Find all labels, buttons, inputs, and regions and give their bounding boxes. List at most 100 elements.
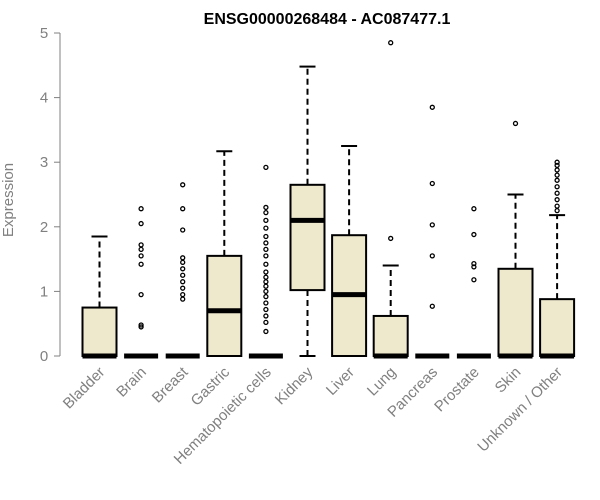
outlier-point	[138, 220, 144, 227]
outlier-point	[263, 253, 269, 259]
box-group	[497, 120, 534, 359]
outlier-point	[471, 231, 477, 238]
outlier-point	[138, 324, 144, 330]
outlier-point	[554, 207, 560, 214]
outlier-point	[180, 255, 186, 261]
outlier-point	[138, 242, 144, 248]
outlier-point	[554, 190, 560, 196]
box-group	[331, 145, 368, 357]
outlier-point	[263, 288, 269, 295]
outlier-point	[471, 206, 477, 212]
x-tick-label: Bladder	[60, 364, 109, 413]
box-rect	[372, 314, 409, 357]
y-tick-label: 3	[40, 154, 48, 171]
outlier-point	[263, 274, 269, 280]
outlier-point	[180, 285, 186, 291]
outlier-point	[429, 303, 435, 309]
outlier-point	[554, 172, 560, 178]
outlier-point	[471, 264, 477, 270]
boxes-layer	[81, 40, 576, 359]
outlier-point	[138, 322, 144, 328]
outlier-point	[263, 293, 269, 300]
outlier-point	[471, 277, 477, 283]
outlier-point	[138, 206, 144, 212]
outlier-point	[138, 246, 144, 253]
outlier-point	[388, 235, 394, 242]
outlier-point	[138, 291, 144, 298]
outlier-point	[263, 328, 269, 335]
y-tick-label: 5	[40, 25, 48, 42]
outlier-point	[138, 261, 144, 267]
outlier-point	[263, 164, 269, 171]
outlier-point	[263, 217, 269, 223]
box-group	[289, 65, 326, 357]
outlier-point	[263, 306, 269, 313]
outlier-point	[429, 253, 435, 259]
outlier-point	[554, 177, 560, 183]
outlier-point	[138, 253, 144, 259]
x-tick-label: Liver	[323, 364, 358, 399]
outlier-point	[429, 180, 435, 187]
x-tick-label: Prostate	[431, 364, 483, 416]
outlier-point	[263, 261, 269, 267]
box-group	[539, 159, 576, 359]
outlier-point	[180, 259, 186, 265]
chart-title: ENSG00000268484 - AC087477.1	[204, 11, 451, 28]
outlier-point	[429, 104, 435, 110]
outlier-point	[180, 279, 186, 285]
box-rect	[289, 183, 326, 292]
box-group	[165, 182, 200, 359]
outlier-point	[554, 184, 560, 190]
box-rect	[206, 254, 243, 357]
y-tick-label: 2	[40, 219, 48, 236]
y-tick-label: 4	[40, 90, 48, 107]
box-group	[372, 40, 409, 359]
outlier-point	[180, 206, 186, 212]
outlier-point	[554, 162, 560, 169]
outlier-point	[388, 40, 394, 46]
x-tick-label: Lung	[364, 364, 400, 400]
outlier-point	[180, 296, 186, 302]
box-group	[206, 150, 243, 357]
outlier-point	[263, 319, 269, 326]
outlier-point	[263, 313, 269, 319]
box-group	[124, 206, 159, 359]
outlier-point	[554, 159, 560, 165]
box-group	[456, 206, 491, 359]
y-tick-label: 0	[40, 348, 48, 365]
outlier-point	[554, 197, 560, 203]
outlier-point	[180, 266, 186, 272]
outlier-point	[263, 209, 269, 216]
outlier-point	[263, 240, 269, 246]
outlier-point	[263, 279, 269, 285]
outlier-point	[180, 227, 186, 233]
box-rect	[81, 306, 118, 357]
outlier-point	[471, 260, 477, 267]
x-tick-label: Skin	[492, 364, 525, 397]
outlier-point	[263, 204, 269, 211]
y-axis: 0 1 2 3 4 5	[40, 25, 61, 365]
outlier-point	[554, 167, 560, 173]
x-tick-label: Breast	[149, 363, 192, 406]
outlier-point	[512, 120, 519, 127]
outlier-point	[263, 300, 269, 306]
outlier-point	[180, 272, 186, 278]
outlier-point	[263, 283, 269, 289]
box-rect	[539, 298, 576, 358]
outlier-point	[263, 246, 269, 253]
outlier-point	[180, 291, 186, 298]
box-group	[81, 235, 118, 359]
x-tick-label: Brain	[113, 364, 150, 401]
y-tick-label: 1	[40, 283, 48, 300]
outlier-point	[263, 233, 269, 240]
outlier-point	[180, 182, 186, 188]
outlier-point	[263, 269, 269, 275]
outlier-point	[263, 225, 269, 231]
box-group	[248, 164, 283, 359]
box-group	[415, 104, 450, 359]
outlier-point	[429, 222, 435, 228]
y-axis-label: Expression	[0, 163, 17, 237]
box-rect	[497, 267, 534, 358]
